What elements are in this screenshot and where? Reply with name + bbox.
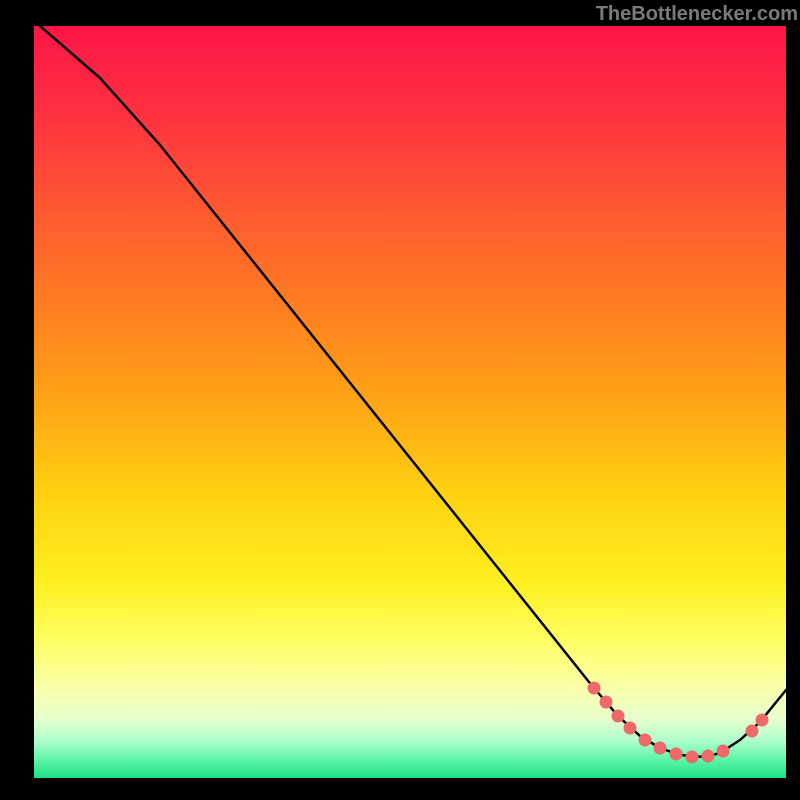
data-marker <box>639 734 652 747</box>
chart-container: TheBottlenecker.com <box>0 0 800 800</box>
data-marker <box>612 710 625 723</box>
watermark-text: TheBottlenecker.com <box>596 3 798 25</box>
data-marker <box>686 751 699 764</box>
bottleneck-chart: TheBottlenecker.com <box>0 0 800 800</box>
plot-background <box>34 26 786 778</box>
data-marker <box>600 696 613 709</box>
data-marker <box>654 742 667 755</box>
data-marker <box>670 748 683 761</box>
data-marker <box>588 682 601 695</box>
data-marker <box>624 722 637 735</box>
data-marker <box>702 750 715 763</box>
data-marker <box>756 714 769 727</box>
data-marker <box>717 745 730 758</box>
data-marker <box>746 725 759 738</box>
